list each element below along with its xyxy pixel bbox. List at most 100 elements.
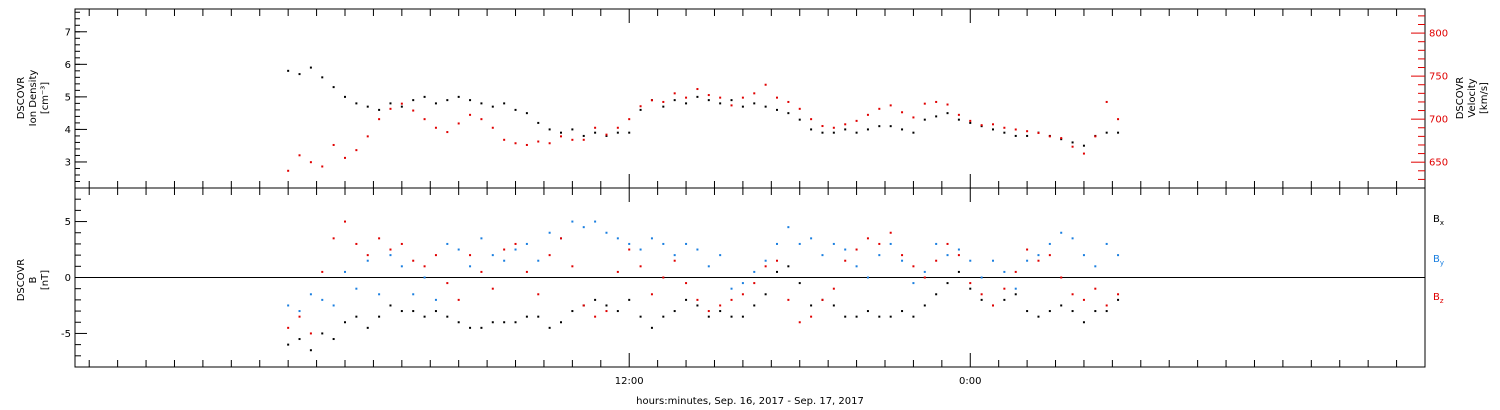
velocity-axis-ticks: 650 700 750 800 <box>1411 15 1448 189</box>
Bx-point <box>491 321 494 324</box>
Bx-point <box>753 304 756 307</box>
Bz-point <box>673 259 676 262</box>
Bz-point <box>1003 287 1006 290</box>
By-point <box>878 254 881 257</box>
Bz-point <box>469 254 472 257</box>
Bz-point <box>650 293 653 296</box>
velocity-point <box>707 94 710 97</box>
Bx-point <box>332 338 335 341</box>
By-point <box>901 259 904 262</box>
Bz-point <box>309 332 312 335</box>
density-point <box>696 95 699 98</box>
legend-Bx: Bx <box>1433 214 1444 227</box>
By-point <box>434 298 437 301</box>
density-point <box>1105 131 1108 134</box>
density-point <box>344 95 346 98</box>
By-point <box>935 242 938 245</box>
Bx-point <box>389 304 392 307</box>
Bz-point <box>298 315 301 318</box>
Bx-point <box>912 315 915 318</box>
Bz-point <box>855 248 858 251</box>
density-point <box>560 131 562 134</box>
velocity-point <box>889 104 892 107</box>
Bx-point <box>741 315 744 318</box>
Bz-point <box>457 298 460 301</box>
By-point <box>1105 242 1108 245</box>
Bz-point <box>730 298 733 301</box>
By-point <box>1071 237 1074 240</box>
velocity-point <box>457 122 460 125</box>
density-point <box>412 99 415 102</box>
Bx-point <box>457 321 460 324</box>
density-point <box>298 73 301 76</box>
velocity-point <box>662 100 665 103</box>
density-point <box>866 128 869 131</box>
Bx-point <box>1082 321 1085 324</box>
legend-subscript: x <box>1440 219 1444 227</box>
Bz-point <box>878 242 881 245</box>
By-point <box>503 259 506 262</box>
Bz-point <box>1094 287 1097 290</box>
velocity-point <box>810 118 813 121</box>
Bx-point <box>855 315 858 318</box>
velocity-point <box>696 88 699 91</box>
Bx-point <box>844 315 847 318</box>
Bz-point <box>366 254 369 257</box>
By-point <box>696 248 699 251</box>
Bz-point <box>1026 248 1029 251</box>
By-point <box>844 248 847 251</box>
Bz-point <box>764 265 767 268</box>
By-point <box>719 254 722 257</box>
Bz-point <box>389 248 392 251</box>
density-point <box>548 128 551 131</box>
Bx-point <box>616 310 619 313</box>
By-point <box>537 259 540 262</box>
velocity-point <box>503 138 506 141</box>
Bz-point <box>810 315 813 318</box>
velocity-point <box>957 113 960 116</box>
density-point <box>309 66 312 69</box>
velocity-point <box>1094 135 1097 138</box>
legend-symbol: B <box>1433 254 1440 265</box>
velocity-axis-label-line3: [km/s] <box>1479 82 1490 114</box>
Bz-point <box>446 282 449 285</box>
density-point <box>821 131 824 134</box>
By-point <box>753 270 756 273</box>
Bz-point <box>605 310 608 313</box>
density-point <box>764 105 767 108</box>
Bz-point <box>719 304 722 307</box>
velocity-point <box>628 118 631 121</box>
By-point <box>605 231 608 234</box>
bottom-time-ticks <box>88 188 1398 367</box>
velocity-point <box>446 131 449 134</box>
velocity-point <box>946 103 949 106</box>
density-point <box>912 131 915 134</box>
By-point <box>730 287 733 290</box>
density-axis-label-line3: [cm⁻³] <box>40 82 51 114</box>
density-tick-label: 4 <box>65 125 71 136</box>
velocity-tick-label: 650 <box>1429 158 1448 169</box>
Bz-point <box>957 254 960 257</box>
Bz-point <box>1082 298 1085 301</box>
Bz-point <box>912 265 915 268</box>
Bx-point <box>878 315 881 318</box>
By-point <box>628 242 631 245</box>
By-point <box>969 259 972 262</box>
density-tick-label: 5 <box>65 92 71 103</box>
velocity-point <box>912 116 915 119</box>
By-point <box>469 265 472 268</box>
Bx-point <box>650 326 653 329</box>
Bx-point <box>707 315 710 318</box>
density-point <box>810 128 813 131</box>
density-point <box>616 131 619 134</box>
velocity-point <box>423 118 426 121</box>
density-point <box>605 134 608 137</box>
density-point <box>673 99 676 102</box>
density-point <box>798 118 801 121</box>
velocity-axis-label-line1: DSCOVR <box>1455 77 1466 120</box>
By-point <box>639 248 642 251</box>
By-point <box>423 276 426 279</box>
Bx-point <box>298 338 301 341</box>
velocity-point <box>287 169 290 172</box>
velocity-point <box>639 105 642 108</box>
